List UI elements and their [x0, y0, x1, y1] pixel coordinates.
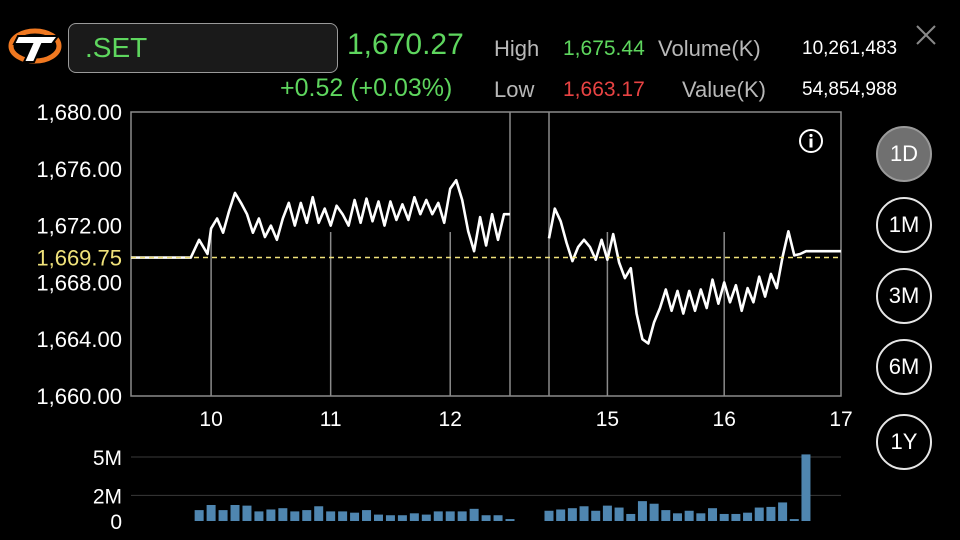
volume-tick-label: 2M — [93, 485, 122, 508]
volume-bar — [743, 512, 753, 521]
y-tick-label: 1,680.00 — [36, 100, 122, 125]
volume-bar — [457, 511, 467, 521]
volume-bar — [661, 510, 671, 521]
volume-bar — [708, 508, 718, 521]
x-tick-label: 17 — [829, 408, 852, 431]
volume-tick-label: 5M — [93, 447, 122, 470]
range-1y-button[interactable]: 1Y — [876, 414, 932, 470]
price-series-line — [547, 207, 841, 345]
volume-bar — [626, 513, 636, 521]
prev-close-label: 1,669.75 — [36, 246, 122, 271]
volume-bar — [556, 509, 566, 521]
volume-value: 10,261,483 — [802, 38, 898, 59]
volume-bar — [672, 513, 682, 521]
symbol-input[interactable]: .SET — [68, 23, 338, 73]
x-tick-label: 15 — [596, 408, 619, 431]
range-1d-button[interactable]: 1D — [876, 126, 932, 182]
range-6m-button[interactable]: 6M — [876, 339, 932, 395]
volume-bar — [579, 506, 589, 521]
set-logo-icon — [8, 28, 62, 64]
info-icon[interactable] — [798, 128, 824, 154]
volume-bar — [778, 502, 788, 521]
volume-bar — [218, 510, 228, 521]
volume-bar — [637, 501, 647, 521]
volume-bar — [493, 515, 503, 521]
volume-bar — [266, 509, 276, 521]
volume-bar — [290, 511, 300, 521]
volume-bar — [469, 508, 479, 521]
volume-bar — [421, 514, 431, 521]
volume-bar — [194, 510, 204, 521]
y-tick-label: 1,676.00 — [36, 157, 122, 182]
volume-bar — [567, 508, 577, 521]
volume-bar — [254, 511, 264, 521]
volume-bar — [373, 514, 383, 521]
y-tick-label: 1,672.00 — [36, 214, 122, 239]
low-value: 1,663.17 — [563, 78, 645, 101]
volume-bar — [338, 511, 348, 521]
volume-bar — [409, 513, 419, 521]
range-1m-button[interactable]: 1M — [876, 197, 932, 253]
x-tick-label: 11 — [320, 408, 342, 431]
volume-bar — [731, 513, 741, 521]
volume-bar — [242, 505, 252, 521]
volume-bar — [230, 504, 240, 521]
volume-bar — [314, 506, 324, 521]
volume-bar — [505, 519, 515, 521]
volume-bar — [614, 507, 624, 521]
x-tick-label: 12 — [439, 408, 462, 431]
value-label: Value(K) — [682, 77, 766, 102]
price-series-line — [131, 178, 510, 259]
volume-bar — [302, 510, 312, 521]
volume-bar — [326, 511, 336, 521]
volume-bar — [766, 506, 776, 521]
volume-bar — [696, 513, 706, 521]
last-price: 1,670.27 — [347, 28, 464, 61]
volume-bar — [801, 454, 811, 521]
x-tick-label: 16 — [713, 408, 736, 431]
volume-bar — [278, 508, 288, 521]
price-change: +0.52 (+0.03%) — [280, 74, 453, 102]
value-value: 54,854,988 — [802, 79, 898, 100]
volume-bar — [684, 510, 694, 521]
close-icon[interactable] — [913, 22, 939, 48]
volume-bar — [350, 512, 360, 521]
volume-bar — [544, 510, 554, 521]
volume-bar — [433, 511, 443, 521]
range-3m-button[interactable]: 3M — [876, 268, 932, 324]
volume-bar — [397, 515, 407, 521]
volume-label: Volume(K) — [658, 36, 761, 61]
volume-bar — [789, 519, 799, 521]
volume-bar — [481, 515, 491, 521]
volume-bar — [649, 503, 659, 521]
volume-bar — [385, 515, 395, 521]
y-tick-label: 1,660.00 — [36, 384, 122, 409]
low-label: Low — [494, 77, 535, 102]
x-tick-label: 10 — [199, 408, 222, 431]
y-tick-label: 1,668.00 — [36, 270, 122, 295]
volume-tick-label: 0 — [110, 511, 122, 534]
plot-frame — [130, 111, 842, 397]
volume-bar — [591, 510, 601, 521]
y-tick-label: 1,664.00 — [36, 327, 122, 352]
volume-bar — [206, 504, 216, 521]
volume-bar — [719, 513, 729, 521]
high-label: High — [494, 36, 540, 61]
volume-bar — [445, 511, 455, 521]
volume-bar — [602, 505, 612, 521]
high-value: 1,675.44 — [563, 37, 645, 60]
volume-bar — [362, 510, 372, 521]
volume-bar — [754, 507, 764, 521]
